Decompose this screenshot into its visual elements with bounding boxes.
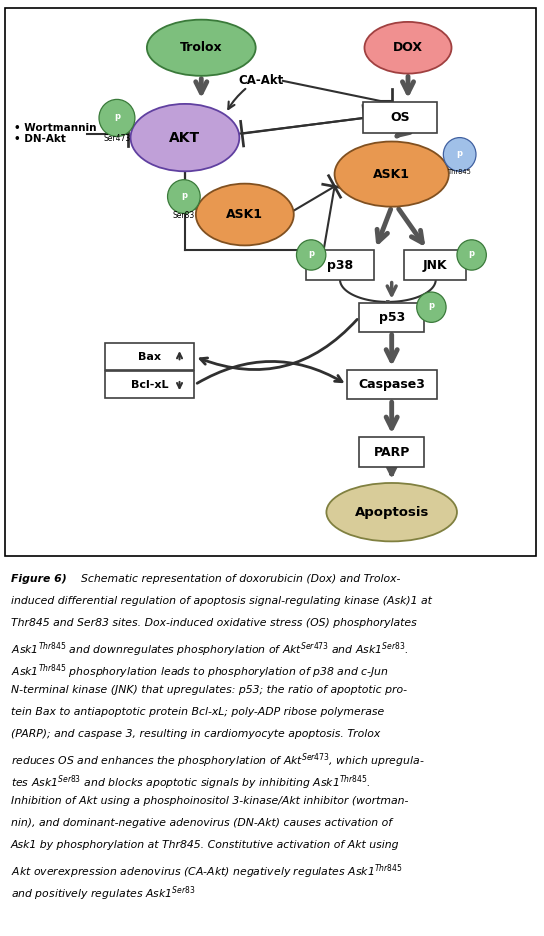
Ellipse shape bbox=[147, 20, 256, 76]
Text: ASK1: ASK1 bbox=[373, 168, 410, 181]
Ellipse shape bbox=[168, 180, 200, 213]
Text: p: p bbox=[181, 191, 187, 199]
Text: Ask1$^{Thr845}$ and downregulates phosphorylation of Akt$^{Ser473}$ and Ask1$^{S: Ask1$^{Thr845}$ and downregulates phosph… bbox=[11, 640, 408, 659]
Text: Thr845 and Ser83 sites. Dox-induced oxidative stress (OS) phosphorylates: Thr845 and Ser83 sites. Dox-induced oxid… bbox=[11, 618, 417, 628]
Text: Apoptosis: Apoptosis bbox=[355, 505, 429, 519]
Text: ASK1: ASK1 bbox=[226, 208, 263, 221]
Ellipse shape bbox=[443, 138, 476, 171]
Ellipse shape bbox=[296, 240, 326, 271]
FancyBboxPatch shape bbox=[359, 437, 424, 467]
FancyBboxPatch shape bbox=[404, 251, 467, 280]
Text: tein Bax to antiapoptotic protein Bcl-xL; poly-ADP ribose polymerase: tein Bax to antiapoptotic protein Bcl-xL… bbox=[11, 707, 384, 717]
Text: and positively regulates Ask1$^{Ser83}$: and positively regulates Ask1$^{Ser83}$ bbox=[11, 885, 195, 903]
Text: p: p bbox=[114, 112, 120, 121]
Ellipse shape bbox=[196, 183, 294, 245]
Text: Ser83: Ser83 bbox=[173, 211, 195, 220]
Text: JNK: JNK bbox=[423, 258, 448, 271]
Text: reduces OS and enhances the phosphorylation of Akt$^{Ser473}$, which upregula-: reduces OS and enhances the phosphorylat… bbox=[11, 751, 424, 769]
Text: (PARP); and caspase 3, resulting in cardiomyocyte apoptosis. Trolox: (PARP); and caspase 3, resulting in card… bbox=[11, 729, 380, 739]
Text: • Wortmannin
• DN-Akt: • Wortmannin • DN-Akt bbox=[14, 123, 96, 144]
Text: nin), and dominant-negative adenovirus (DN-Akt) causes activation of: nin), and dominant-negative adenovirus (… bbox=[11, 818, 392, 827]
Text: DOX: DOX bbox=[393, 41, 423, 54]
Text: Bax: Bax bbox=[138, 352, 161, 361]
Text: p53: p53 bbox=[379, 311, 405, 324]
Text: Inhibition of Akt using a phosphoinositol 3-kinase/Akt inhibitor (wortman-: Inhibition of Akt using a phosphoinosito… bbox=[11, 796, 408, 806]
Text: CA-Akt: CA-Akt bbox=[238, 74, 284, 87]
Text: Figure 6): Figure 6) bbox=[11, 574, 66, 584]
Ellipse shape bbox=[131, 104, 239, 171]
Text: Akt overexpression adenovirus (CA-Akt) negatively regulates Ask1$^{Thr845}$: Akt overexpression adenovirus (CA-Akt) n… bbox=[11, 862, 403, 881]
FancyBboxPatch shape bbox=[104, 344, 195, 370]
Text: AKT: AKT bbox=[169, 131, 201, 144]
Ellipse shape bbox=[417, 292, 446, 322]
Text: p: p bbox=[308, 249, 314, 258]
Ellipse shape bbox=[457, 240, 486, 271]
Text: Ask1 by phosphorylation at Thr845. Constitutive activation of Akt using: Ask1 by phosphorylation at Thr845. Const… bbox=[11, 840, 399, 850]
Text: tes Ask1$^{Ser83}$ and blocks apoptotic signals by inhibiting Ask1$^{Thr845}$.: tes Ask1$^{Ser83}$ and blocks apoptotic … bbox=[11, 773, 370, 792]
Text: p: p bbox=[468, 249, 475, 258]
Text: p: p bbox=[456, 149, 463, 157]
Text: p: p bbox=[428, 301, 435, 311]
Text: OS: OS bbox=[390, 111, 410, 124]
Text: induced differential regulation of apoptosis signal-regulating kinase (Ask)1 at: induced differential regulation of apopt… bbox=[11, 596, 432, 606]
Text: Trolox: Trolox bbox=[180, 41, 222, 54]
Ellipse shape bbox=[99, 99, 135, 137]
Ellipse shape bbox=[326, 483, 457, 541]
Text: PARP: PARP bbox=[374, 446, 410, 459]
Text: Ask1$^{Thr845}$ phosphorylation leads to phosphorylation of p38 and c-Jun: Ask1$^{Thr845}$ phosphorylation leads to… bbox=[11, 663, 388, 681]
Text: Schematic representation of doxorubicin (Dox) and Trolox-: Schematic representation of doxorubicin … bbox=[82, 574, 401, 584]
FancyBboxPatch shape bbox=[306, 251, 374, 280]
FancyBboxPatch shape bbox=[347, 370, 436, 400]
Text: N-terminal kinase (JNK) that upregulates: p53; the ratio of apoptotic pro-: N-terminal kinase (JNK) that upregulates… bbox=[11, 684, 407, 695]
Text: Caspase3: Caspase3 bbox=[358, 378, 425, 391]
Text: Bcl-xL: Bcl-xL bbox=[131, 380, 168, 389]
FancyBboxPatch shape bbox=[104, 372, 195, 398]
Ellipse shape bbox=[364, 22, 452, 74]
Text: Ser473: Ser473 bbox=[103, 134, 131, 142]
FancyBboxPatch shape bbox=[5, 8, 536, 556]
Text: p38: p38 bbox=[327, 258, 353, 271]
FancyBboxPatch shape bbox=[363, 102, 436, 133]
Text: Thr845: Thr845 bbox=[448, 168, 472, 175]
FancyBboxPatch shape bbox=[359, 302, 424, 332]
Ellipse shape bbox=[335, 141, 449, 207]
